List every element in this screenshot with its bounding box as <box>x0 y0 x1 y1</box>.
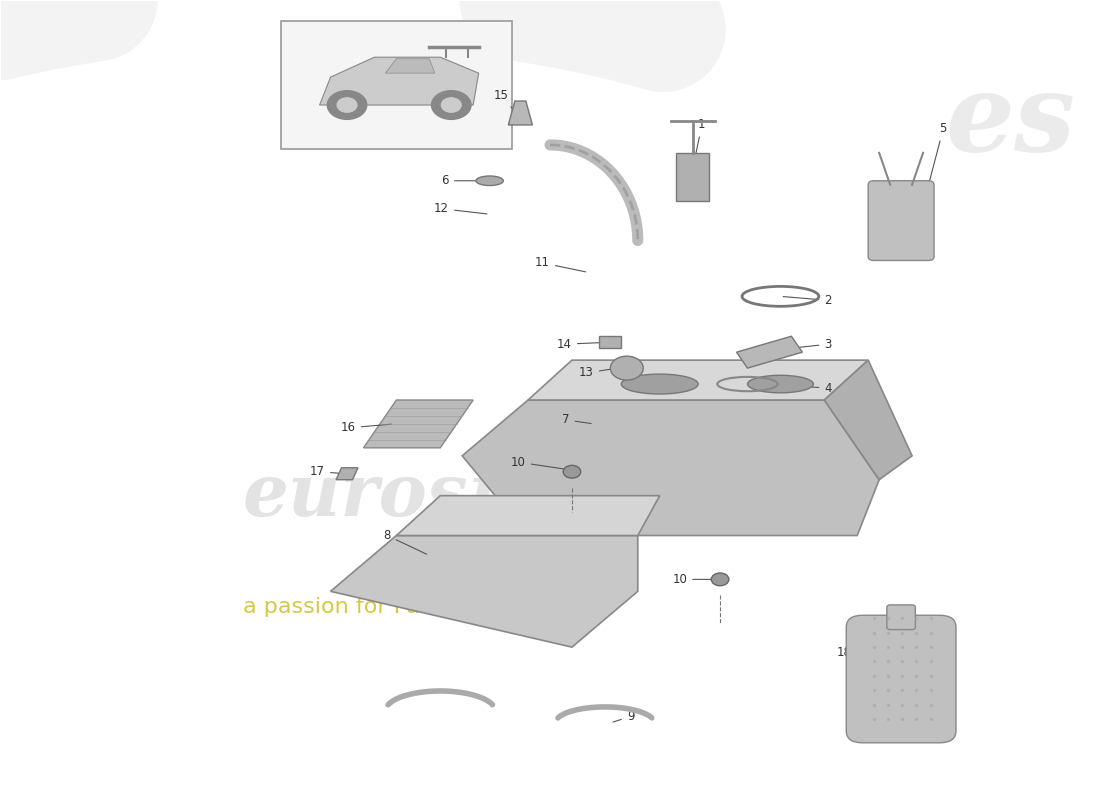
Polygon shape <box>396 496 660 535</box>
Text: 14: 14 <box>557 338 598 350</box>
FancyBboxPatch shape <box>887 605 915 630</box>
Text: 18: 18 <box>837 646 860 659</box>
Polygon shape <box>462 400 879 535</box>
Circle shape <box>337 98 356 112</box>
Text: a passion for Parts since 1985: a passion for Parts since 1985 <box>243 598 578 618</box>
Text: 10: 10 <box>512 456 569 470</box>
Polygon shape <box>320 57 478 105</box>
Text: 11: 11 <box>535 256 585 272</box>
Ellipse shape <box>748 375 813 393</box>
Text: 2: 2 <box>783 294 832 307</box>
Text: 9: 9 <box>613 710 635 723</box>
Text: 3: 3 <box>794 338 832 350</box>
FancyBboxPatch shape <box>846 615 956 743</box>
Text: 13: 13 <box>579 366 615 379</box>
Circle shape <box>610 356 643 380</box>
Polygon shape <box>331 535 638 647</box>
Bar <box>600 336 621 348</box>
Bar <box>676 153 710 201</box>
Text: es: es <box>946 68 1076 174</box>
FancyBboxPatch shape <box>282 22 512 149</box>
Text: 17: 17 <box>310 466 339 478</box>
Text: 6: 6 <box>441 174 487 187</box>
Text: 1: 1 <box>693 118 705 166</box>
Polygon shape <box>528 360 868 400</box>
Text: 7: 7 <box>562 414 591 426</box>
FancyBboxPatch shape <box>868 181 934 261</box>
Text: 8: 8 <box>384 529 427 554</box>
Circle shape <box>441 98 461 112</box>
Circle shape <box>563 466 581 478</box>
Polygon shape <box>336 468 358 480</box>
Text: 16: 16 <box>341 422 392 434</box>
Text: 10: 10 <box>672 573 717 586</box>
Text: 4: 4 <box>767 382 832 394</box>
Text: eurospares: eurospares <box>243 460 691 531</box>
Text: 15: 15 <box>494 89 513 110</box>
Circle shape <box>328 90 366 119</box>
Polygon shape <box>737 336 802 368</box>
Circle shape <box>712 573 729 586</box>
Text: 12: 12 <box>434 202 487 215</box>
Circle shape <box>431 90 471 119</box>
Polygon shape <box>385 58 435 73</box>
Polygon shape <box>508 101 532 125</box>
Ellipse shape <box>476 176 504 186</box>
Polygon shape <box>824 360 912 480</box>
Ellipse shape <box>621 374 698 394</box>
Polygon shape <box>363 400 473 448</box>
Text: 5: 5 <box>930 122 947 182</box>
